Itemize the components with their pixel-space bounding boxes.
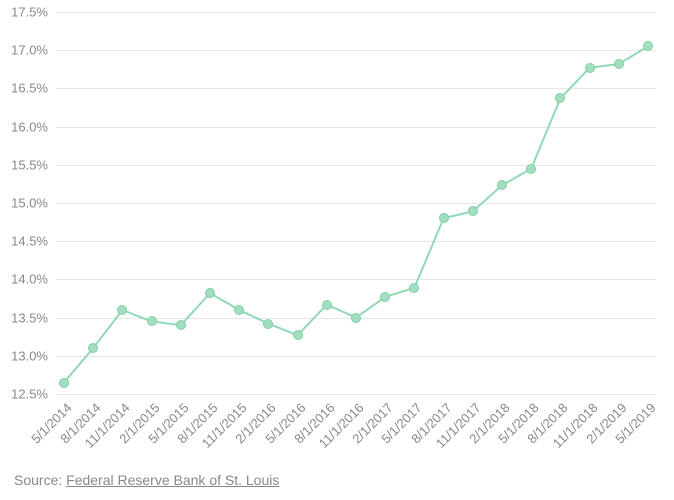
data-point [351,313,361,323]
y-axis-label: 14.5% [11,234,56,249]
data-point [643,41,653,51]
y-axis-label: 17.0% [11,43,56,58]
line-chart: 12.5% 13.0% 13.5% 14.0% 14.5% 15.0% 15.5% 16.0%… [0,0,674,500]
source-link[interactable]: Federal Reserve Bank of St. Louis [66,472,279,488]
y-axis-label: 13.5% [11,310,56,325]
series-line [56,12,656,394]
data-point [497,180,507,190]
y-axis-label: 15.5% [11,157,56,172]
y-axis-label: 15.0% [11,196,56,211]
data-point [322,300,332,310]
gridline [56,394,656,395]
y-axis-label: 12.5% [11,387,56,402]
data-point [409,283,419,293]
data-point [88,343,98,353]
data-point [117,305,127,315]
data-point [176,320,186,330]
y-axis-label: 16.5% [11,81,56,96]
data-point [59,378,69,388]
data-point [585,63,595,73]
data-point [147,316,157,326]
y-axis-label: 16.0% [11,119,56,134]
data-point [526,164,536,174]
data-point [380,292,390,302]
data-point [293,330,303,340]
data-point [205,288,215,298]
y-axis-label: 14.0% [11,272,56,287]
data-point [439,213,449,223]
data-point [234,305,244,315]
y-axis-label: 17.5% [11,5,56,20]
chart-source: Source: Federal Reserve Bank of St. Loui… [14,472,279,488]
data-point [263,319,273,329]
data-point [555,93,565,103]
data-point [614,59,624,69]
y-axis-label: 13.0% [11,348,56,363]
plot-area: 12.5%13.0%13.5%14.0%14.5%15.0%15.5%16.0%… [56,12,656,394]
source-prefix: Source: [14,472,66,488]
data-point [468,206,478,216]
